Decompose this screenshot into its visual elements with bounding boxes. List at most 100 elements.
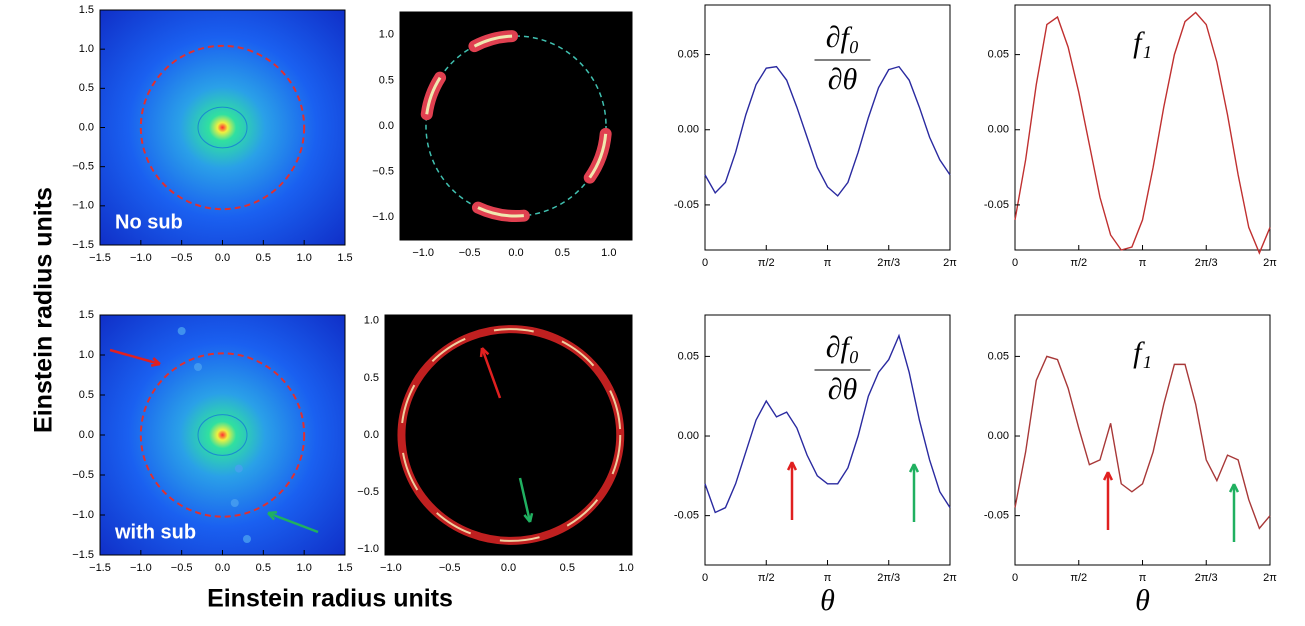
x-tick-label: 0.0	[501, 562, 516, 574]
x-tick-label: 0.0	[508, 247, 523, 259]
y-tick-label: 0.05	[678, 350, 699, 362]
y-tick-label: -0.05	[674, 199, 699, 211]
y-tick-label: 0.0	[364, 429, 379, 441]
x-tick-label: 1.0	[297, 252, 312, 264]
y-tick-label: −1.0	[72, 200, 94, 212]
y-tick-label: 0.05	[988, 49, 1009, 61]
y-tick-label: -0.05	[984, 199, 1009, 211]
y-tick-label: 1.0	[79, 349, 94, 361]
x-tick-label: 1.5	[337, 562, 352, 574]
y-tick-label: 0.00	[988, 124, 1009, 136]
annotation-denominator: ∂θ	[828, 373, 858, 406]
x-tick-label: 0	[702, 572, 708, 584]
y-tick-label: −0.5	[372, 166, 394, 178]
x-tick-label: −1.0	[130, 252, 152, 264]
x-tick-label: 2π/3	[1195, 257, 1218, 269]
y-tick-label: 0.0	[379, 120, 394, 132]
annotation: f₁	[1133, 336, 1152, 369]
x-tick-label: 0.0	[215, 252, 230, 264]
y-tick-label: 0.00	[988, 430, 1009, 442]
x-tick-label: −0.5	[171, 252, 193, 264]
x-tick-label: 0.0	[215, 562, 230, 574]
x-tick-label: 0	[1012, 257, 1018, 269]
y-tick-label: 0.5	[379, 74, 394, 86]
x-tick-label: 1.0	[618, 562, 633, 574]
y-tick-label: 1.0	[364, 315, 379, 327]
x-tick-label: 0.5	[256, 252, 271, 264]
x-tick-label: 2π	[943, 572, 957, 584]
y-tick-label: −1.5	[72, 549, 94, 561]
x-tick-label: π	[824, 257, 832, 269]
y-tick-label: −1.0	[72, 509, 94, 521]
y-tick-label: 0.00	[678, 124, 699, 136]
y-tick-label: -0.05	[674, 510, 699, 522]
x-tick-label: 1.0	[297, 562, 312, 574]
x-tick-label: −0.5	[439, 562, 461, 574]
y-tick-label: 0.5	[79, 82, 94, 94]
subhalo	[243, 535, 251, 543]
x-tick-label: 1.5	[337, 252, 352, 264]
x-tick-label: π/2	[758, 257, 775, 269]
x-tick-label: −1.0	[412, 247, 434, 259]
y-tick-label: −0.5	[357, 486, 379, 498]
x-tick-label: 0.5	[555, 247, 570, 259]
x-tick-label: 2π/3	[877, 257, 900, 269]
panel-label: with sub	[114, 521, 196, 543]
x-tick-label: −0.5	[171, 562, 193, 574]
y-tick-label: 1.0	[79, 43, 94, 55]
x-tick-label: π/2	[758, 572, 775, 584]
annotation-denominator: ∂θ	[828, 63, 858, 96]
x-tick-label: −1.0	[380, 562, 402, 574]
y-tick-label: −1.5	[72, 239, 94, 251]
x-axis-title: θ	[1135, 584, 1150, 617]
x-axis-title: Einstein radius units	[207, 585, 453, 613]
y-tick-label: −1.0	[357, 543, 379, 555]
subhalo	[194, 363, 202, 371]
y-tick-label: 0.0	[79, 429, 94, 441]
subhalo	[231, 499, 239, 507]
x-tick-label: 2π/3	[877, 572, 900, 584]
y-tick-label: −0.5	[72, 469, 94, 481]
x-tick-label: 2π/3	[1195, 572, 1218, 584]
annotation: f₁	[1133, 26, 1152, 59]
subhalo	[178, 327, 186, 335]
x-tick-label: 0	[1012, 572, 1018, 584]
x-tick-label: −1.5	[89, 562, 111, 574]
x-tick-label: π	[1139, 257, 1147, 269]
panel-label: No sub	[115, 211, 183, 233]
annotation-numerator: ∂f₀	[826, 21, 860, 54]
x-tick-label: 1.0	[601, 247, 616, 259]
x-tick-label: −1.0	[130, 562, 152, 574]
x-tick-label: 0	[702, 257, 708, 269]
x-tick-label: 2π	[1263, 572, 1277, 584]
y-tick-label: 0.5	[79, 389, 94, 401]
x-tick-label: 2π	[943, 257, 957, 269]
x-tick-label: −0.5	[459, 247, 481, 259]
x-tick-label: −1.5	[89, 252, 111, 264]
y-tick-label: -0.05	[984, 510, 1009, 522]
y-tick-label: 0.5	[364, 372, 379, 384]
x-axis-title: θ	[820, 584, 835, 617]
x-tick-label: π	[824, 572, 832, 584]
y-axis-title: Einstein radius units	[30, 187, 58, 433]
x-tick-label: π/2	[1070, 257, 1087, 269]
y-tick-label: 0.0	[79, 121, 94, 133]
image-background	[400, 12, 632, 240]
x-tick-label: π/2	[1070, 572, 1087, 584]
annotation-numerator: ∂f₀	[826, 331, 860, 364]
image-background	[100, 315, 345, 555]
y-tick-label: 0.00	[678, 430, 699, 442]
x-tick-label: 0.5	[560, 562, 575, 574]
x-tick-label: 0.5	[256, 562, 271, 574]
y-tick-label: 1.5	[79, 309, 94, 321]
y-tick-label: 1.0	[379, 29, 394, 41]
y-tick-label: −1.0	[372, 211, 394, 223]
y-tick-label: 1.5	[79, 4, 94, 16]
y-tick-label: −0.5	[72, 161, 94, 173]
image-background	[385, 315, 632, 555]
x-tick-label: π	[1139, 572, 1147, 584]
x-tick-label: 2π	[1263, 257, 1277, 269]
subhalo	[235, 465, 243, 473]
figure: Einstein radius units Einstein radius un…	[0, 0, 1305, 626]
y-tick-label: 0.05	[678, 49, 699, 61]
